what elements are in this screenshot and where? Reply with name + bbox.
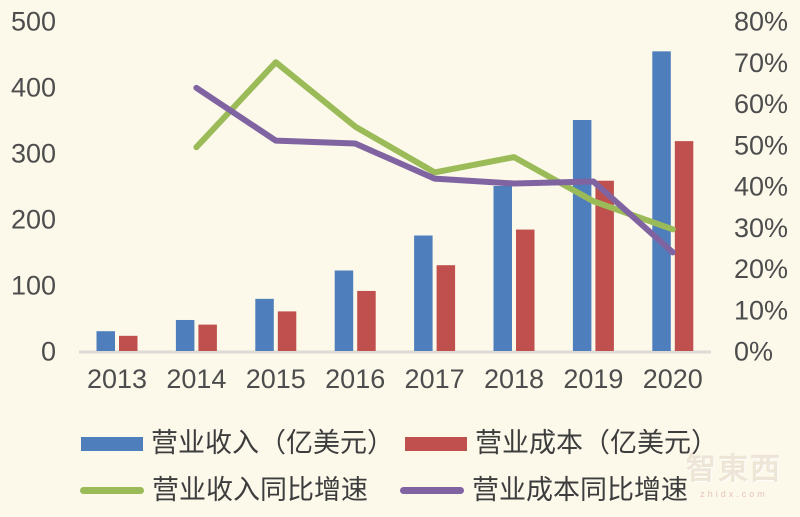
line-revenue-growth xyxy=(193,59,676,233)
legend-row-lines: 营业收入同比增速 营业成本同比增速 xyxy=(0,477,800,511)
bar-cost-2017 xyxy=(436,265,456,351)
bar-revenue-2015 xyxy=(255,298,274,351)
bar-cost-2014 xyxy=(198,324,217,351)
right-axis-tick: 60% xyxy=(734,89,788,119)
bar-cost-2015 xyxy=(277,311,297,351)
x-axis-label-2019: 2019 xyxy=(563,364,623,394)
right-axis-tick: 0% xyxy=(734,337,773,367)
bar-revenue-2019 xyxy=(572,120,592,351)
legend-label-revenue: 营业收入（亿美元） xyxy=(151,428,394,459)
bar-cost-2016 xyxy=(357,290,376,351)
right-axis-tick: 20% xyxy=(734,254,788,284)
left-axis-tick: 0 xyxy=(41,337,56,367)
right-axis-tick: 80% xyxy=(734,7,788,37)
left-axis-tick: 400 xyxy=(11,73,56,103)
revenue-growth-line-swatch xyxy=(80,487,144,494)
bar-cost-2019 xyxy=(595,180,614,351)
legend-label-revenue-growth: 营业收入同比增速 xyxy=(152,475,368,506)
line-cost-growth xyxy=(193,84,676,256)
legend-item-cost-growth: 营业成本同比增速 xyxy=(400,477,688,504)
legend-item-revenue-growth: 营业收入同比增速 xyxy=(80,477,368,504)
right-axis-tick: 30% xyxy=(734,213,788,243)
bar-cost-2013 xyxy=(119,335,138,351)
bar-revenue-2016 xyxy=(334,270,354,351)
x-axis-label-2017: 2017 xyxy=(405,364,465,394)
right-axis-tick: 50% xyxy=(734,130,788,160)
legend-item-revenue: 营业收入（亿美元） xyxy=(81,430,394,457)
legend-label-cost-growth: 营业成本同比增速 xyxy=(472,475,688,506)
x-axis-label-2015: 2015 xyxy=(246,364,306,394)
left-axis-tick: 500 xyxy=(11,7,56,37)
combo-chart: 0 100 200 300 400 500 0% 10% 20% 30% 40% 50% 60% 70% 8… xyxy=(11,7,788,395)
bar-revenue-2018 xyxy=(493,186,512,351)
cost-bar-swatch xyxy=(405,436,467,451)
x-axis-label-2020: 2020 xyxy=(643,364,703,394)
x-axis-label-2014: 2014 xyxy=(166,364,226,394)
bar-revenue-2020 xyxy=(652,51,671,352)
left-axis-tick: 200 xyxy=(11,205,56,235)
bar-cost-2020 xyxy=(674,141,694,351)
left-axis-tick: 300 xyxy=(11,139,56,169)
right-axis-tick: 40% xyxy=(734,172,788,202)
x-axis-label-2016: 2016 xyxy=(325,364,385,394)
legend-label-cost: 营业成本（亿美元） xyxy=(475,428,718,459)
x-axis-label-2013: 2013 xyxy=(87,364,147,394)
legend-row-bars: 营业收入（亿美元） 营业成本（亿美元） xyxy=(0,430,800,464)
left-axis-tick: 100 xyxy=(11,271,56,301)
revenue-bar-swatch xyxy=(81,436,143,451)
bar-revenue-2014 xyxy=(175,319,195,351)
bar-revenue-2017 xyxy=(414,235,433,351)
legend-item-cost: 营业成本（亿美元） xyxy=(405,430,718,457)
right-axis-tick: 10% xyxy=(734,295,788,325)
cost-growth-line-swatch xyxy=(400,487,464,494)
right-axis-tick: 70% xyxy=(734,48,788,78)
x-axis-label-2018: 2018 xyxy=(484,364,544,394)
bar-cost-2018 xyxy=(516,229,535,351)
bar-revenue-2013 xyxy=(96,331,115,351)
